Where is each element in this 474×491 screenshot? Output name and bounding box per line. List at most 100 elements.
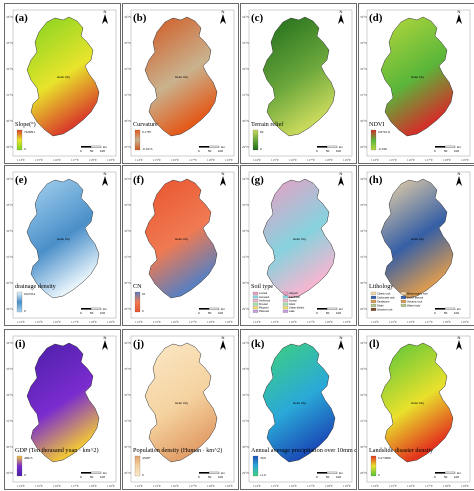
legend-max: 76.8991 <box>24 130 35 134</box>
lat-tick: 31°N <box>6 255 13 259</box>
lon-tick: 117°E <box>425 158 433 162</box>
north-label: N <box>340 335 343 340</box>
panel-label: (a) <box>15 12 28 24</box>
lon-tick: 117°E <box>425 320 433 324</box>
north-arrow-icon <box>338 340 344 350</box>
map-panel-a: 34°N 33°N 32°N 31°N 30°N 29°N 114°E 115°E 116°E 1… <box>4 3 121 164</box>
scale-value: 100 <box>100 149 105 153</box>
city-label: Hefei City <box>293 401 307 405</box>
scale-value: 50 <box>90 149 94 153</box>
lithology-class-label: Volcanic rock <box>407 299 423 303</box>
panel-label: (h) <box>369 174 383 186</box>
north-arrow-icon <box>102 340 108 350</box>
lat-tick: 31°N <box>6 93 13 97</box>
lat-tick: 33°N <box>6 203 13 207</box>
lat-tick: 32°N <box>124 229 131 233</box>
map-svg-f: 34°N 33°N 32°N 31°N 30°N 29°N 114°E 115°E 116°E 1… <box>124 171 235 324</box>
north-arrow-icon <box>338 14 344 24</box>
north-arrow-icon <box>456 176 462 186</box>
lon-tick: 114°E <box>253 320 261 324</box>
lon-tick: 119°E <box>107 484 115 488</box>
lon-tick: 115°E <box>271 158 279 162</box>
scale-value: 50 <box>326 475 330 479</box>
legend-colorbar <box>134 455 141 477</box>
lat-tick: 30°N <box>360 445 367 449</box>
map-svg-b: 34°N 33°N 32°N 31°N 30°N 29°N 114°E 115°E 116°E 1… <box>124 9 235 162</box>
lon-tick: 118°E <box>207 320 215 324</box>
lon-tick: 115°E <box>389 320 397 324</box>
lat-tick: 29°N <box>124 145 131 149</box>
lon-tick: 115°E <box>271 484 279 488</box>
lat-tick: 29°N <box>360 471 367 475</box>
lon-tick: 116°E <box>407 158 415 162</box>
legend-title: Lithology <box>369 283 394 290</box>
map-panel-l: 34°N 33°N 32°N 31°N 30°N 29°N 114°E 115°E 116°E 1… <box>358 329 474 490</box>
legend-title: Terrain relief <box>251 121 284 128</box>
lat-tick: 34°N <box>360 341 367 345</box>
legend-max: 0.879111 <box>378 130 391 134</box>
lat-tick: 29°N <box>360 307 367 311</box>
scale-unit: km <box>339 471 344 475</box>
soil-class-label: Acrisol <box>289 298 297 302</box>
map-panel-f: 34°N 33°N 32°N 31°N 30°N 29°N 114°E 115°E 116°E 1… <box>122 165 239 326</box>
lon-tick: 114°E <box>17 320 25 324</box>
lat-tick: 30°N <box>242 119 249 123</box>
lon-tick: 115°E <box>153 158 161 162</box>
lon-tick: 119°E <box>225 158 233 162</box>
lon-tick: 118°E <box>207 158 215 162</box>
map-svg-k: 34°N 33°N 32°N 31°N 30°N 29°N 114°E 115°E 116°E 1… <box>242 335 356 488</box>
legend-min: 0 <box>24 473 26 477</box>
panel-label: (f) <box>133 174 144 186</box>
lat-tick: 32°N <box>360 393 367 397</box>
city-label: Hefei City <box>411 237 425 241</box>
lat-tick: 29°N <box>360 145 367 149</box>
city-label: Hefei City <box>411 75 425 79</box>
lat-tick: 32°N <box>6 67 13 71</box>
lon-tick: 117°E <box>71 484 79 488</box>
city-label: Hefei City <box>57 237 71 241</box>
lat-tick: 30°N <box>124 445 131 449</box>
lat-tick: 29°N <box>242 145 249 149</box>
lat-tick: 31°N <box>360 419 367 423</box>
lat-tick: 31°N <box>6 419 13 423</box>
lat-tick: 33°N <box>242 41 249 45</box>
city-label: Hefei City <box>175 401 189 405</box>
lon-tick: 114°E <box>371 484 379 488</box>
soil-class-label: Luvisol <box>259 291 267 295</box>
lat-tick: 33°N <box>6 41 13 45</box>
soil-class-label: Regosol <box>259 306 269 310</box>
scale-value: 100 <box>100 475 105 479</box>
north-label: N <box>104 335 107 340</box>
province-shape <box>380 16 454 137</box>
scale-value: 0 <box>316 311 318 315</box>
lat-tick: 31°N <box>242 419 249 423</box>
scale-value: 50 <box>444 311 448 315</box>
lat-tick: 30°N <box>360 281 367 285</box>
map-panel-g: 34°N 33°N 32°N 31°N 30°N 29°N 114°E 115°E 116°E 1… <box>240 165 357 326</box>
lat-tick: 32°N <box>242 393 249 397</box>
map-panel-c: 34°N 33°N 32°N 31°N 30°N 29°N 114°E 115°E 116°E 1… <box>240 3 357 164</box>
scale-value: 0 <box>80 475 82 479</box>
lat-tick: 32°N <box>242 67 249 71</box>
lon-tick: 115°E <box>389 158 397 162</box>
map-panel-e: 34°N 33°N 32°N 31°N 30°N 29°N 114°E 115°E 116°E 1… <box>4 165 121 326</box>
lon-tick: 115°E <box>389 484 397 488</box>
lon-tick: 114°E <box>371 158 379 162</box>
lithology-class-label: Loose deposit <box>407 295 423 299</box>
legend-min: 0 <box>142 309 144 313</box>
legend-min: -0.1615 <box>142 147 153 151</box>
lat-tick: 31°N <box>124 419 131 423</box>
lon-tick: 115°E <box>35 320 43 324</box>
north-arrow-icon <box>338 176 344 186</box>
scale-unit: km <box>339 145 344 149</box>
legend-colorbar <box>370 129 377 151</box>
legend-max: 49915 <box>24 456 33 460</box>
lat-tick: 30°N <box>360 119 367 123</box>
lon-tick: 114°E <box>253 158 261 162</box>
lon-tick: 117°E <box>189 484 197 488</box>
panel-label: (k) <box>251 338 265 350</box>
lon-tick: 119°E <box>461 320 469 324</box>
north-arrow-icon <box>220 340 226 350</box>
scale-value: 0 <box>316 475 318 479</box>
scale-value: 100 <box>100 311 105 315</box>
